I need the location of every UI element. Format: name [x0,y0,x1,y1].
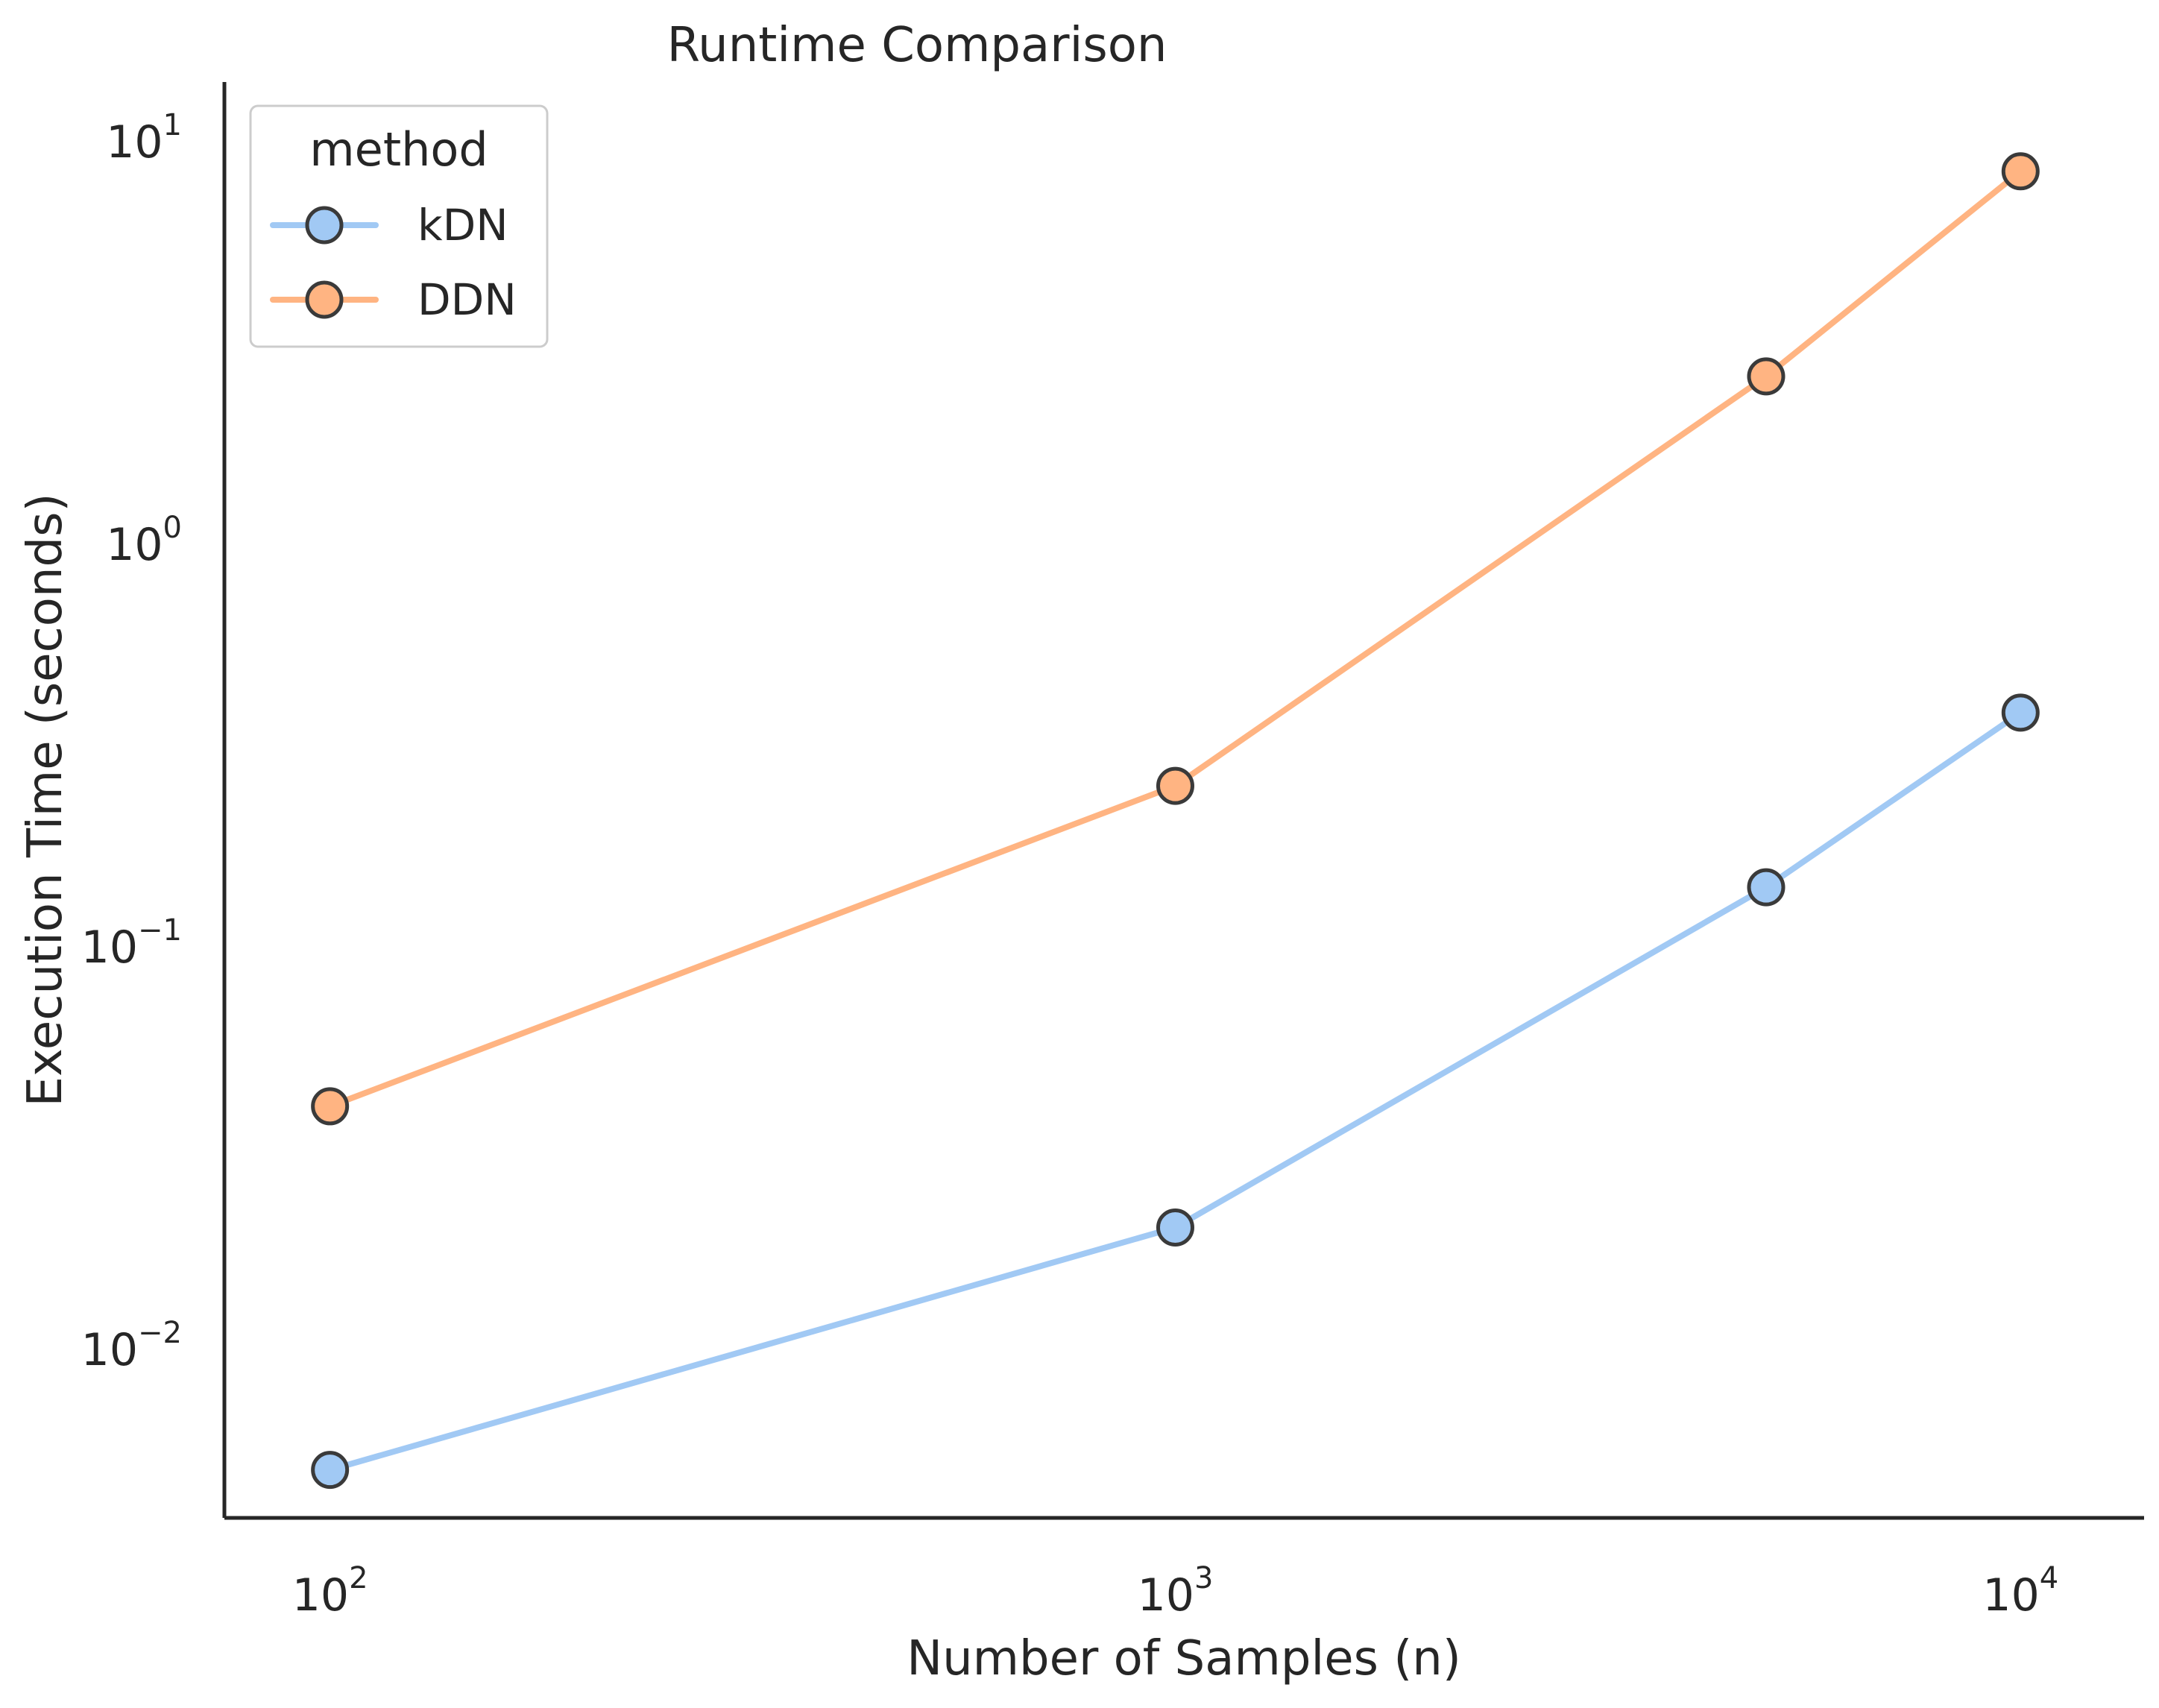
y-tick-exponent: −1 [138,913,182,948]
x-axis-label: Number of Samples (n) [907,1631,1461,1686]
legend-entry-ddn: DDN [270,274,517,325]
x-tick-label: 102 [292,1561,368,1622]
legend-entries: kDN DDN [270,200,517,325]
y-axis-label: Execution Time (seconds) [18,494,73,1107]
legend-marker [305,280,344,319]
series-kdn [311,693,2040,1490]
y-tick-label: 10−2 [81,1316,182,1376]
data-point-ddn [311,1087,350,1126]
x-tick-exponent: 4 [2040,1561,2058,1595]
y-tick-label: 100 [106,511,182,571]
legend-marker [305,206,344,245]
x-tick-exponent: 3 [1194,1561,1213,1595]
x-tick-label: 103 [1138,1561,1214,1622]
y-tick-exponent: 1 [163,108,182,142]
y-tick-base: 10 [106,519,163,571]
data-point-ddn [1747,357,1785,396]
y-tick-base: 10 [81,1324,138,1376]
y-tick-label: 10−1 [81,913,182,974]
legend-label: DDN [417,274,517,325]
x-tick-label: 104 [1982,1561,2058,1622]
legend-label: kDN [417,200,508,250]
data-point-ddn [1156,766,1194,805]
data-point-ddn [2001,152,2040,191]
series-line-ddn [327,168,2024,1109]
x-tick-base: 10 [1982,1569,2039,1622]
y-tick-base: 10 [81,921,138,974]
data-point-kdn [1747,868,1785,907]
legend-title: method [309,122,488,177]
y-tick-base: 10 [106,116,163,168]
series-layer [311,152,2040,1490]
series-ddn [311,152,2040,1126]
x-tick-base: 10 [1138,1569,1194,1622]
legend: method kDN DDN [249,104,549,348]
data-point-kdn [2001,693,2040,732]
legend-entry-kdn: kDN [270,200,508,250]
x-tick-exponent: 2 [349,1561,368,1595]
series-line-kdn [327,709,2024,1473]
chart-title: Runtime Comparison [667,18,1167,73]
y-tick-exponent: 0 [163,511,182,545]
data-point-kdn [311,1451,350,1490]
x-tick-labels: 102 103 104 [292,1561,2058,1622]
data-point-kdn [1156,1208,1194,1247]
x-tick-base: 10 [292,1569,349,1622]
y-tick-exponent: −2 [138,1316,182,1350]
y-tick-label: 101 [106,108,182,168]
